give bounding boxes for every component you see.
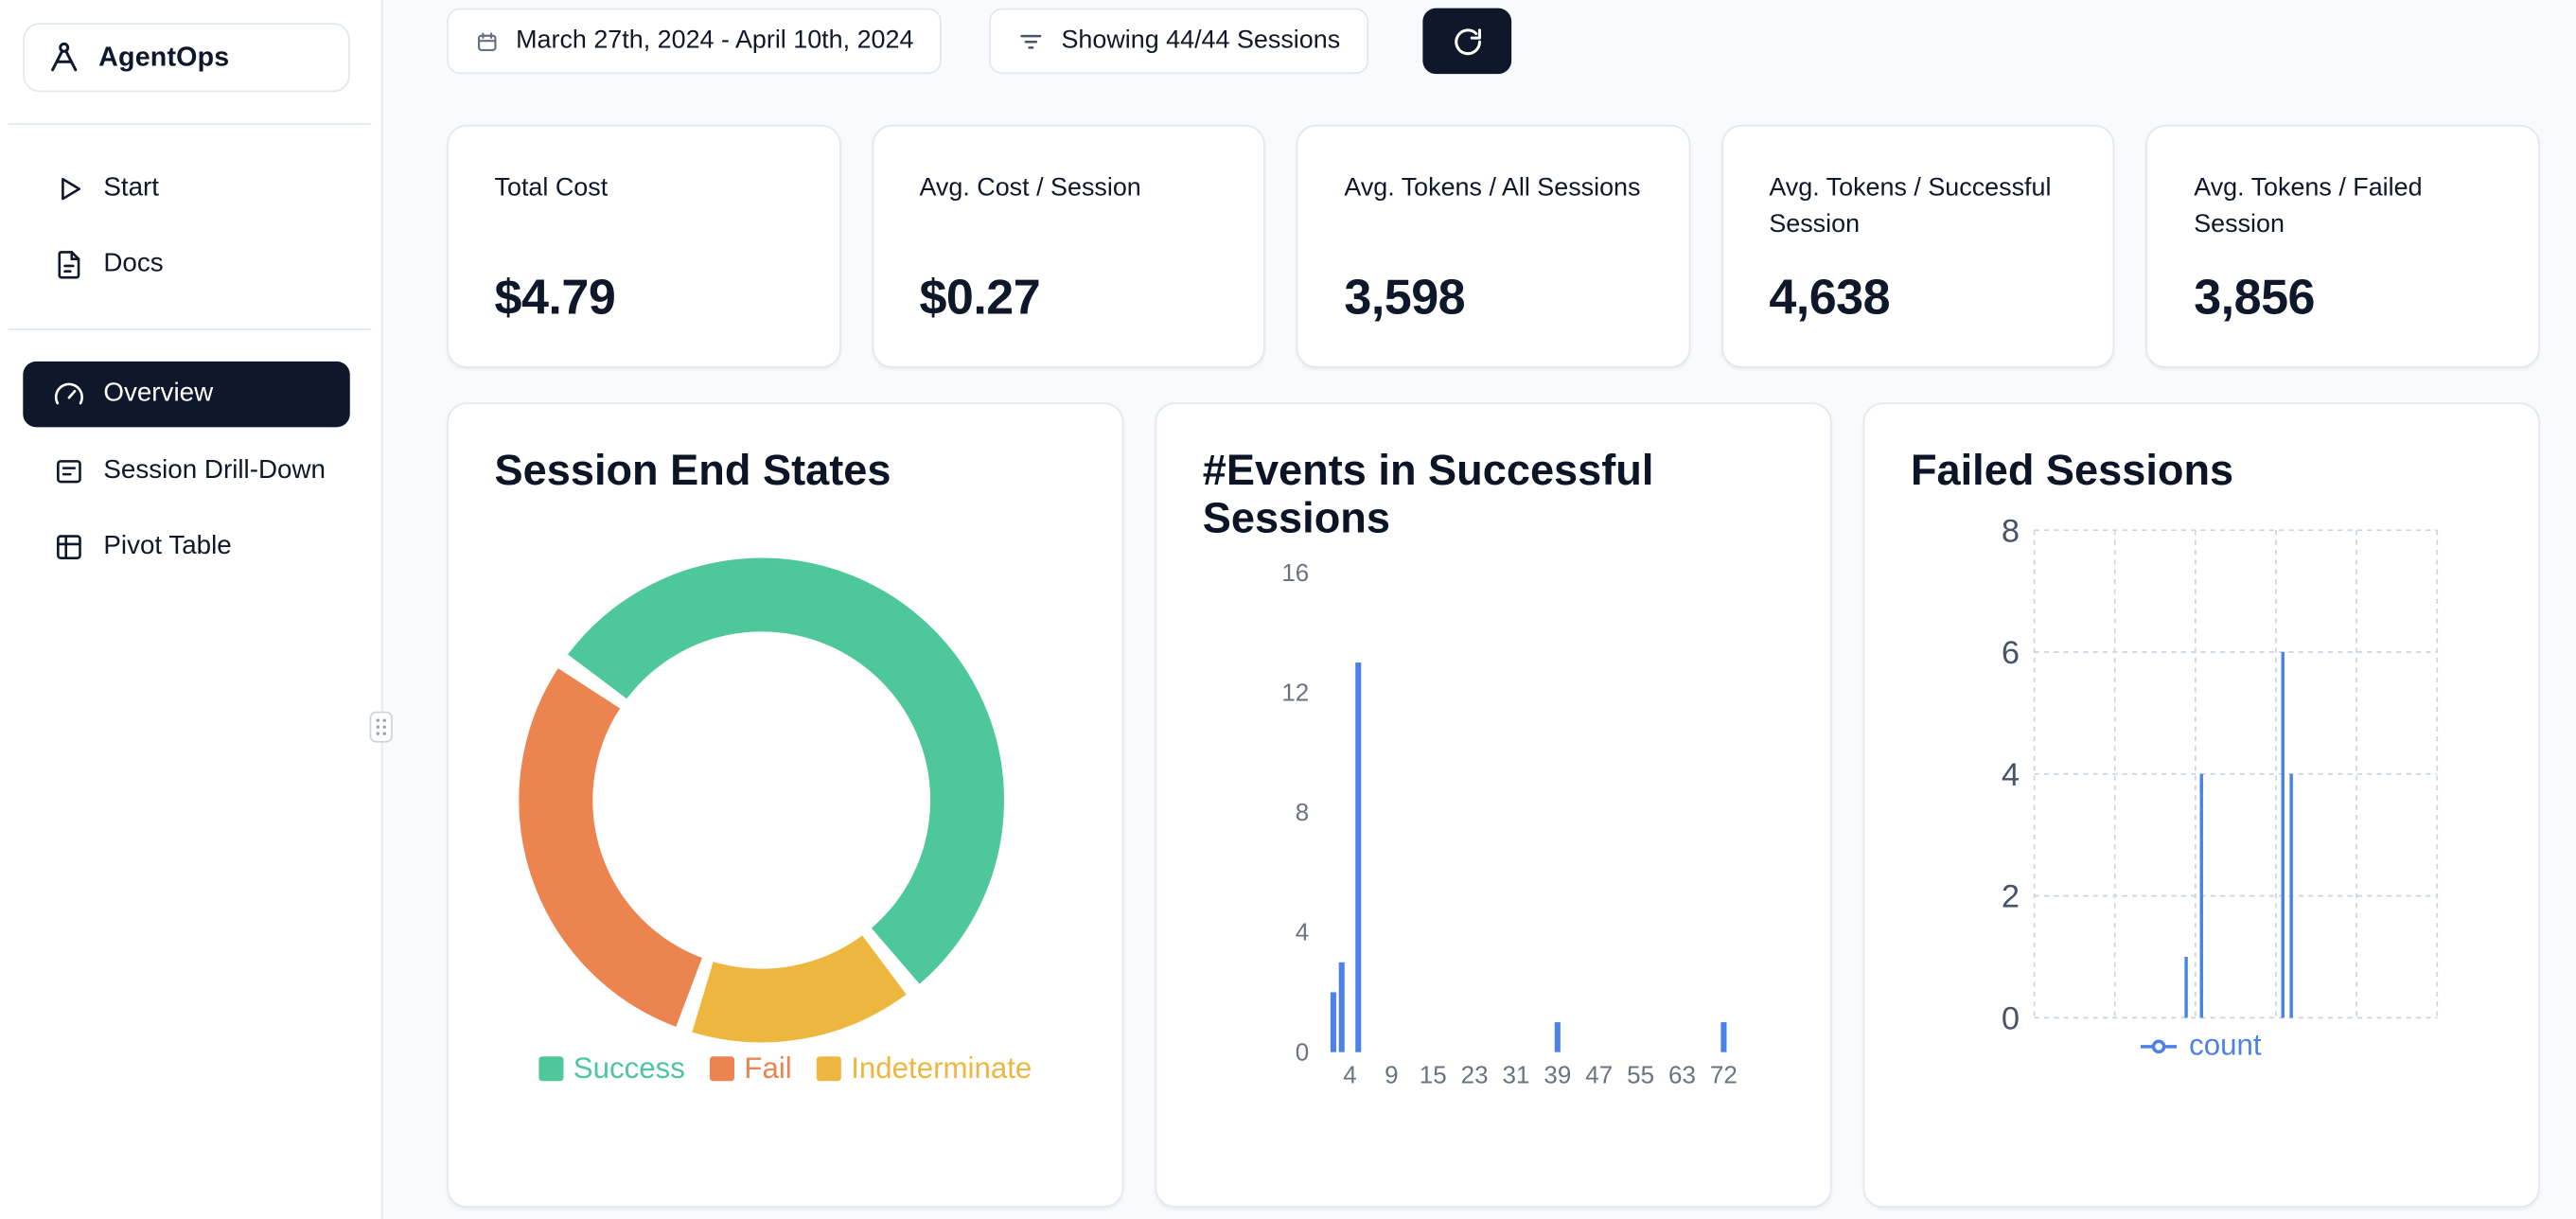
chart-title: Session End States <box>494 445 891 495</box>
svg-text:2: 2 <box>2002 879 2020 915</box>
sidebar-item-label: Start <box>103 174 160 203</box>
svg-text:55: 55 <box>1627 1063 1654 1089</box>
svg-text:12: 12 <box>1281 680 1309 706</box>
stat-card-avg-tokens-all: Avg. Tokens / All Sessions 3,598 <box>1297 124 1690 368</box>
svg-text:15: 15 <box>1420 1063 1447 1089</box>
legend-label: Indeterminate <box>851 1051 1032 1085</box>
stat-label: Avg. Cost / Session <box>919 174 1141 203</box>
stat-value: $4.79 <box>494 271 616 326</box>
stat-value: $0.27 <box>919 271 1041 326</box>
legend-item-indeterminate[interactable]: Indeterminate <box>816 1051 1032 1086</box>
chart-card-events-histogram: #Events in Successful Sessions 0 4 8 12 16 4 9… <box>1155 402 1832 1208</box>
stats-row: Total Cost $4.79 Avg. Cost / Session $0.… <box>447 124 2540 368</box>
sidebar-item-label: Session Drill-Down <box>103 456 326 486</box>
sidebar-item-session-drill-down[interactable]: Session Drill-Down <box>23 439 349 504</box>
sidebar-resize-handle[interactable] <box>369 711 393 743</box>
stat-label: Avg. Tokens / Successful Session <box>1769 174 2052 239</box>
legend-swatch <box>816 1056 841 1082</box>
count-legend-label: count <box>2189 1028 2262 1062</box>
svg-text:8: 8 <box>2002 513 2020 549</box>
document-icon <box>58 251 80 279</box>
svg-text:0: 0 <box>1296 1039 1309 1066</box>
sidebar-item-label: Pivot Table <box>103 532 232 560</box>
svg-text:72: 72 <box>1710 1063 1738 1089</box>
chart-title: #Events in Successful Sessions <box>1202 445 1654 542</box>
refresh-button[interactable] <box>1422 8 1512 75</box>
chart-title: Failed Sessions <box>1910 445 2234 495</box>
svg-text:6: 6 <box>2002 635 2020 671</box>
svg-text:63: 63 <box>1668 1063 1696 1089</box>
legend-swatch <box>709 1056 734 1082</box>
count-series-marker-icon <box>2141 1038 2179 1053</box>
legend-swatch <box>538 1056 564 1082</box>
legend-label: Fail <box>744 1051 792 1085</box>
stat-value: 3,856 <box>2194 271 2315 326</box>
refresh-icon <box>1454 27 1481 55</box>
svg-text:16: 16 <box>1281 560 1309 587</box>
brand-name: AgentOps <box>98 42 230 72</box>
stat-value: 4,638 <box>1769 271 1891 326</box>
count-series-legend[interactable]: count <box>1864 1029 2538 1063</box>
sidebar-item-pivot-table[interactable]: Pivot Table <box>23 514 349 579</box>
table-icon <box>57 535 81 559</box>
gauge-icon <box>54 382 83 405</box>
stat-label: Total Cost <box>494 174 609 203</box>
chart-card-session-end-states: Session End States Success Fail Indetermin… <box>447 402 1124 1208</box>
svg-text:9: 9 <box>1385 1063 1398 1089</box>
sessions-filter-label: Showing 44/44 Sessions <box>1061 26 1341 55</box>
sidebar-item-label: Docs <box>103 249 164 278</box>
date-range-button[interactable]: March 27th, 2024 - April 10th, 2024 <box>447 8 942 75</box>
calendar-icon <box>477 31 497 51</box>
svg-text:31: 31 <box>1503 1063 1530 1089</box>
svg-text:39: 39 <box>1544 1063 1571 1089</box>
legend-label: Success <box>573 1051 685 1085</box>
sidebar-item-docs[interactable]: Docs <box>23 235 349 293</box>
stat-card-avg-tokens-failed: Avg. Tokens / Failed Session 3,856 <box>2145 124 2540 368</box>
legend-item-fail[interactable]: Fail <box>709 1051 792 1086</box>
sidebar-item-start[interactable]: Start <box>23 159 349 218</box>
date-range-label: March 27th, 2024 - April 10th, 2024 <box>516 26 914 55</box>
sidebar-divider <box>8 328 372 330</box>
stat-label: Avg. Tokens / Failed Session <box>2194 174 2423 239</box>
filter-icon <box>1020 34 1042 48</box>
sidebar-item-overview[interactable]: Overview <box>23 361 350 428</box>
play-icon <box>62 177 81 201</box>
brand-box[interactable]: AgentOps <box>23 23 350 93</box>
stat-card-avg-tokens-successful: Avg. Tokens / Successful Session 4,638 <box>1720 124 2115 368</box>
agentops-logo-icon <box>51 42 78 72</box>
sessions-filter-button[interactable]: Showing 44/44 Sessions <box>989 8 1368 75</box>
sidebar: AgentOps Start Docs Overview <box>0 0 393 1219</box>
stat-card-avg-cost-session: Avg. Cost / Session $0.27 <box>872 124 1266 368</box>
grip-icon <box>376 718 386 735</box>
svg-text:4: 4 <box>2002 757 2020 793</box>
sidebar-item-label: Overview <box>103 380 214 408</box>
stat-value: 3,598 <box>1344 271 1466 326</box>
svg-text:8: 8 <box>1296 800 1309 826</box>
svg-text:47: 47 <box>1585 1063 1613 1089</box>
stat-card-total-cost: Total Cost $4.79 <box>447 124 841 368</box>
svg-text:23: 23 <box>1461 1063 1489 1089</box>
donut-legend: Success Fail Indeterminate <box>449 1051 1122 1086</box>
stat-label: Avg. Tokens / All Sessions <box>1344 174 1641 203</box>
svg-text:4: 4 <box>1343 1063 1356 1089</box>
charts-row: Session End States Success Fail Indetermin… <box>447 402 2540 1208</box>
sidebar-divider <box>8 123 372 125</box>
svg-text:4: 4 <box>1296 920 1309 946</box>
list-card-icon <box>57 460 81 484</box>
legend-item-success[interactable]: Success <box>538 1051 685 1086</box>
